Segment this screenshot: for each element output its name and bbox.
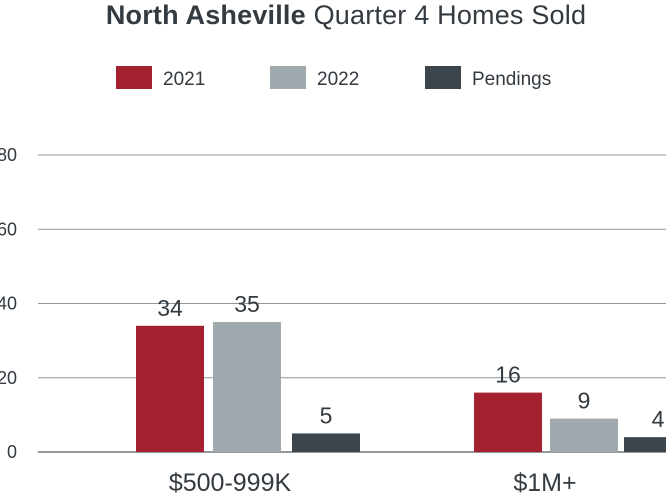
data-label-1-pendings: 5 <box>320 402 333 428</box>
bar-1-pendings <box>292 433 360 452</box>
bar-2-2021 <box>474 392 542 452</box>
bar-2-2022 <box>550 418 618 452</box>
legend-swatch-1 <box>116 66 152 89</box>
y-tick-label-40: 40 <box>0 294 17 314</box>
legend-label-1: 2021 <box>163 69 205 90</box>
chart-title-rest: Quarter 4 Homes Sold <box>313 0 587 30</box>
category-label-1: $500-999K <box>169 469 292 497</box>
y-tick-label-20: 20 <box>0 368 17 388</box>
bar-1-2022 <box>213 322 281 452</box>
data-label-2-2021: 16 <box>495 362 521 388</box>
chart-title: North Asheville Quarter 4 Homes Sold <box>0 0 666 36</box>
data-label-2-2022: 9 <box>578 388 591 414</box>
data-label-1-2021: 34 <box>157 295 183 321</box>
legend-swatch-3 <box>425 66 461 89</box>
y-tick-label-0: 0 <box>7 442 17 462</box>
legend-label-3: Pendings <box>472 69 551 90</box>
chart-title-bold: North Asheville <box>105 0 306 30</box>
category-label-2: $1M+ <box>513 469 576 497</box>
y-tick-label-80: 80 <box>0 145 17 165</box>
data-label-1-2022: 35 <box>234 291 260 317</box>
legend-swatch-2 <box>270 66 306 89</box>
data-label-2-pendings: 4 <box>652 406 665 432</box>
bar-1-2021 <box>136 325 204 452</box>
legend-label-2: 2022 <box>317 69 359 90</box>
bar-2-pendings <box>624 437 666 452</box>
y-tick-label-60: 60 <box>0 219 17 239</box>
